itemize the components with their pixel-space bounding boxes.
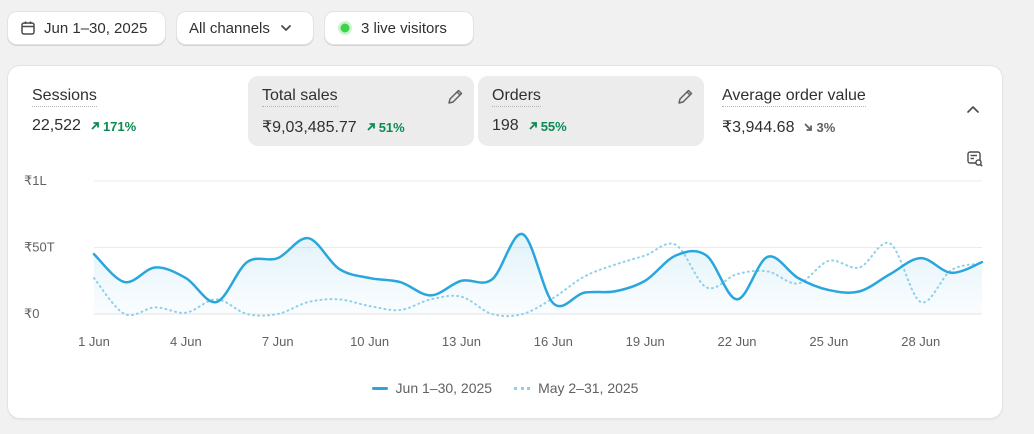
- sales-overview-card: Sessions 22,522 171% Total sales ₹9,03,4…: [8, 66, 1002, 418]
- metric-label: Average order value: [722, 87, 866, 107]
- live-visitors-label: 3 live visitors: [361, 19, 447, 37]
- legend-item-current[interactable]: Jun 1–30, 2025: [371, 380, 493, 396]
- y-tick-label: ₹0: [24, 306, 40, 321]
- series-area-current: [94, 233, 982, 314]
- metric-average-order-value[interactable]: Average order value ₹3,944.68 3%: [708, 76, 948, 146]
- metric-orders[interactable]: Orders 198 55%: [478, 76, 704, 146]
- live-status-dot-icon: [337, 20, 353, 36]
- y-tick-label: ₹50T: [24, 240, 55, 255]
- arrow-down-right-icon: [804, 123, 813, 131]
- metric-delta-value: 3%: [816, 119, 836, 135]
- legend-label-current: Jun 1–30, 2025: [395, 380, 493, 396]
- chevron-down-icon: [278, 20, 294, 36]
- chevron-up-icon[interactable]: [965, 102, 981, 118]
- live-visitors-button[interactable]: 3 live visitors: [325, 12, 473, 44]
- x-tick-label: 22 Jun: [718, 334, 757, 349]
- x-tick-label: 13 Jun: [442, 334, 481, 349]
- x-tick-label: 7 Jun: [262, 334, 294, 349]
- legend-dotted-line-icon: [514, 386, 531, 390]
- metric-delta: 55%: [528, 119, 567, 134]
- metric-delta: 51%: [366, 120, 405, 135]
- calendar-icon: [20, 20, 36, 36]
- metric-total-sales[interactable]: Total sales ₹9,03,485.77 51%: [248, 76, 474, 146]
- x-tick-label: 16 Jun: [534, 334, 573, 349]
- arrow-up-right-icon: [91, 122, 99, 130]
- date-range-label: Jun 1–30, 2025: [44, 19, 148, 37]
- metric-delta-value: 51%: [378, 119, 405, 135]
- metric-value: ₹9,03,485.77: [262, 119, 357, 136]
- x-tick-label: 25 Jun: [809, 334, 848, 349]
- x-tick-label: 4 Jun: [170, 334, 202, 349]
- metric-label: Orders: [492, 87, 541, 107]
- metric-delta: 3%: [803, 120, 835, 135]
- channels-dropdown[interactable]: All channels: [177, 12, 313, 44]
- legend-label-previous: May 2–31, 2025: [538, 380, 639, 396]
- x-tick-label: 19 Jun: [626, 334, 665, 349]
- date-range-button[interactable]: Jun 1–30, 2025: [8, 12, 165, 44]
- chart-analysis-icon[interactable]: [966, 150, 984, 168]
- metric-value: 198: [492, 117, 519, 134]
- metric-label: Sessions: [32, 87, 97, 107]
- metric-delta-value: 171%: [102, 118, 137, 134]
- arrow-up-right-icon: [367, 123, 375, 131]
- metric-value: ₹3,944.68: [722, 119, 795, 136]
- edit-pencil-icon[interactable]: [676, 88, 694, 106]
- sales-line-chart: ₹1L ₹50T ₹0 1 Jun 4 Jun 7 Jun 10 Jun 13 Jun 16 J…: [24, 173, 984, 349]
- chart-legend: Jun 1–30, 2025 May 2–31, 2025: [8, 380, 1002, 396]
- metric-delta: 171%: [90, 119, 136, 134]
- arrow-up-right-icon: [529, 122, 537, 130]
- metric-sessions[interactable]: Sessions 22,522 171%: [18, 76, 246, 146]
- series-line-current: [92, 232, 984, 308]
- x-tick-label: 10 Jun: [350, 334, 389, 349]
- metric-delta-value: 55%: [540, 118, 567, 134]
- series-line-previous: [93, 241, 983, 318]
- edit-pencil-icon[interactable]: [446, 88, 464, 106]
- legend-item-previous[interactable]: May 2–31, 2025: [514, 380, 638, 396]
- metric-value: 22,522: [32, 117, 81, 134]
- x-tick-label: 28 Jun: [901, 334, 940, 349]
- channels-label: All channels: [189, 19, 270, 37]
- y-tick-label: ₹1L: [24, 173, 47, 188]
- metric-label: Total sales: [262, 87, 338, 107]
- legend-solid-line-icon: [371, 386, 388, 390]
- x-tick-label: 1 Jun: [78, 334, 110, 349]
